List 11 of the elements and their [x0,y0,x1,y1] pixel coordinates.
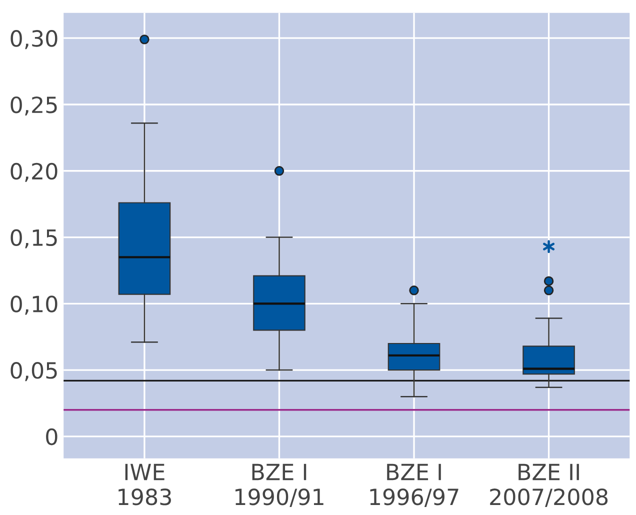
x-tick-label: BZE II 2007/2008 [490,464,608,508]
y-tick-label: 0,05 [10,362,57,382]
y-tick-label: 0 [46,428,58,446]
x-tick-label: BZE I 1990/91 [236,464,324,508]
y-tick-label: 0,15 [10,229,57,248]
x-tick-label: BZE I 1996/97 [370,464,458,508]
x-tick-label: IWE 1983 [118,464,171,506]
y-tick-label: 0,30 [10,30,58,50]
y-tick-label: 0,10 [10,296,58,315]
y-tick-label: 0,20 [10,162,58,182]
y-tick-label: 0,25 [10,96,57,116]
